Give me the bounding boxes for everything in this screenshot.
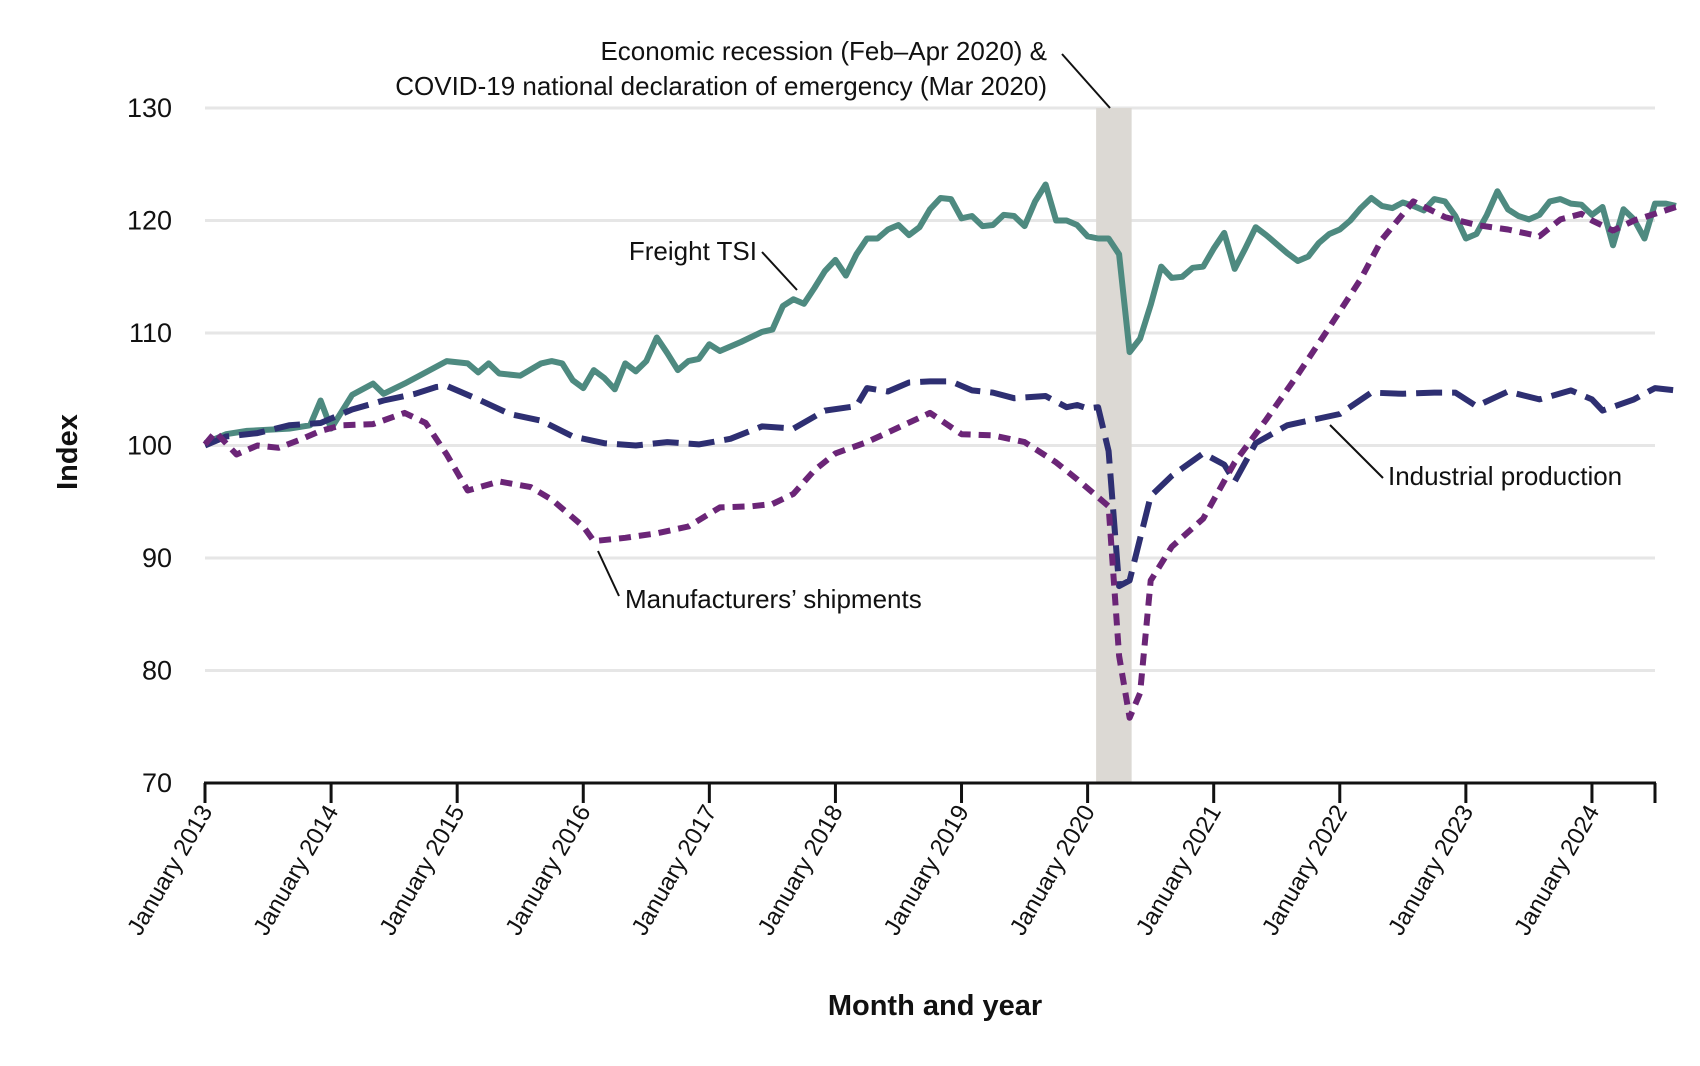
x-tick-label: January 2021 (1131, 801, 1227, 940)
industrial-production-leader (1329, 424, 1384, 479)
recession-band-layer (1096, 108, 1132, 783)
x-tick-label: January 2024 (1509, 801, 1605, 940)
gridlines (205, 106, 1655, 672)
x-tick-label: January 2016 (500, 801, 596, 940)
recession-annotation-line2: COVID-19 national declaration of emergen… (395, 71, 1047, 101)
x-tick-label: January 2020 (1005, 801, 1101, 940)
y-tick-label: 80 (142, 656, 172, 686)
industrial-production-label: Industrial production (1388, 461, 1622, 491)
x-tick-label: January 2017 (626, 801, 722, 940)
y-tick-label: 120 (127, 206, 172, 236)
y-tick-label: 110 (129, 318, 172, 348)
x-tick-label: January 2014 (248, 801, 344, 940)
x-tick-label: January 2015 (374, 801, 470, 940)
manufacturers-shipments-leader (597, 550, 620, 597)
x-tick-label: January 2023 (1383, 801, 1479, 940)
x-tick-label: January 2022 (1257, 801, 1353, 940)
recession-annotation-leader (1061, 53, 1111, 109)
manufacturers-shipments-label: Manufacturers’ shipments (625, 584, 922, 614)
y-tick-label: 90 (142, 543, 172, 573)
series-lines (202, 181, 1677, 721)
y-tick-label: 70 (142, 768, 172, 798)
industrial-production-line (203, 378, 1677, 590)
recession-annotation-line1: Economic recession (Feb–Apr 2020) & (600, 36, 1047, 66)
x-tick-label: January 2019 (879, 801, 975, 940)
x-axis-title: Month and year (828, 990, 1042, 1022)
freight-tsi-label: Freight TSI (629, 236, 757, 266)
freight-tsi-line (203, 181, 1677, 446)
manufacturers-shipments-line (202, 198, 1677, 721)
y-axis-title: Index (52, 414, 84, 490)
y-tick-label: 100 (127, 431, 172, 461)
recession-band (1096, 108, 1132, 783)
x-tick-label: January 2018 (753, 801, 849, 940)
y-tick-label: 130 (127, 93, 172, 123)
x-tick-label: January 2013 (122, 801, 218, 940)
freight-tsi-leader (761, 251, 798, 291)
